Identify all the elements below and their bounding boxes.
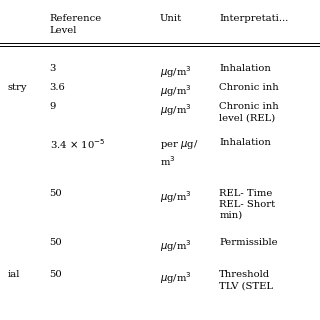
Text: 50: 50 — [50, 238, 62, 247]
Text: Interpretati...: Interpretati... — [219, 14, 288, 23]
Text: $\mu$g/m$^3$: $\mu$g/m$^3$ — [160, 189, 192, 204]
Text: Chronic inh
level (REL): Chronic inh level (REL) — [219, 102, 279, 123]
Text: 9: 9 — [50, 102, 56, 111]
Text: Unit: Unit — [160, 14, 182, 23]
Text: Permissible: Permissible — [219, 238, 278, 247]
Text: stry: stry — [8, 83, 28, 92]
Text: ial: ial — [8, 270, 20, 279]
Text: Inhalation: Inhalation — [219, 64, 271, 73]
Text: 3: 3 — [50, 64, 56, 73]
Text: 50: 50 — [50, 270, 62, 279]
Text: Chronic inh: Chronic inh — [219, 83, 279, 92]
Text: Threshold
TLV (STEL: Threshold TLV (STEL — [219, 270, 273, 291]
Text: $\mu$g/m$^3$: $\mu$g/m$^3$ — [160, 238, 192, 254]
Text: $\mu$g/m$^3$: $\mu$g/m$^3$ — [160, 83, 192, 99]
Text: $\mu$g/m$^3$: $\mu$g/m$^3$ — [160, 270, 192, 286]
Text: 3.4 $\times$ 10$^{-5}$: 3.4 $\times$ 10$^{-5}$ — [50, 138, 105, 151]
Text: 50: 50 — [50, 189, 62, 198]
Text: 3.6: 3.6 — [50, 83, 65, 92]
Text: per $\mu$g/
m$^3$: per $\mu$g/ m$^3$ — [160, 138, 198, 168]
Text: $\mu$g/m$^3$: $\mu$g/m$^3$ — [160, 64, 192, 80]
Text: $\mu$g/m$^3$: $\mu$g/m$^3$ — [160, 102, 192, 118]
Text: REL- Time
REL- Short
min): REL- Time REL- Short min) — [219, 189, 275, 220]
Text: Reference
Level: Reference Level — [50, 14, 102, 35]
Text: Inhalation: Inhalation — [219, 138, 271, 147]
